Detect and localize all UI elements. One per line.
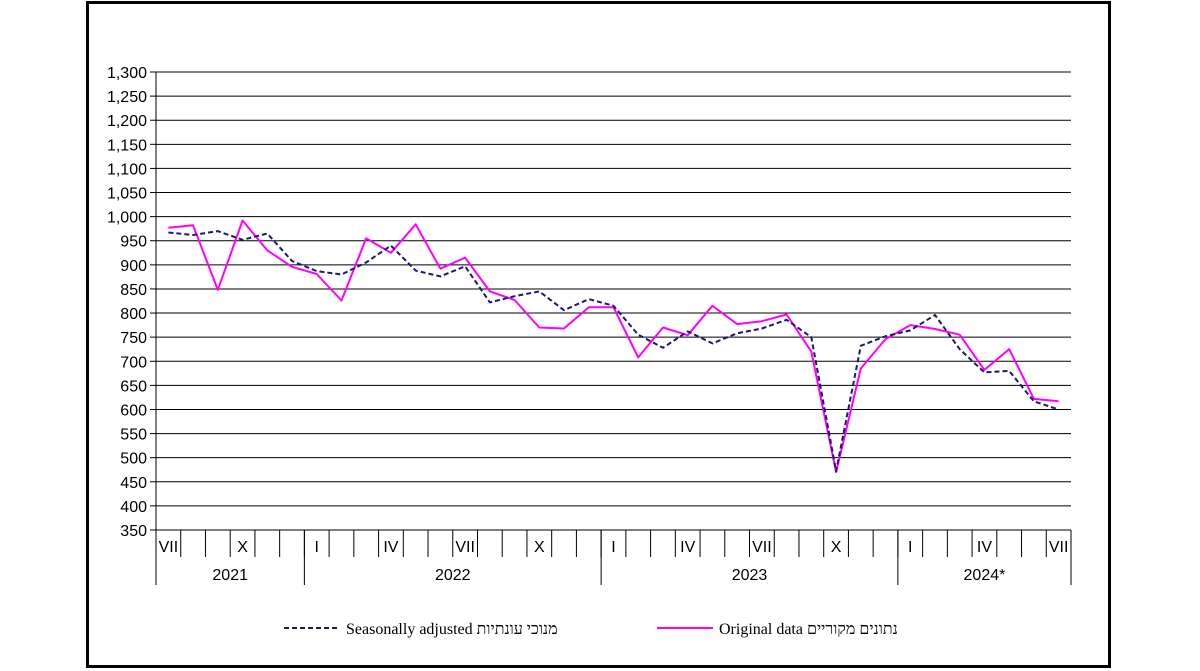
series-lines xyxy=(168,219,1059,474)
legend: Seasonally adjusted מנוכי עונתיות Origin… xyxy=(284,621,898,638)
y-tick-label: 450 xyxy=(120,475,147,492)
y-tick-label: 1,100 xyxy=(107,161,147,178)
x-tick-label: VII xyxy=(752,539,772,556)
legend-label-original-data: Original data נתונים מקוריים xyxy=(719,621,898,638)
year-label: 2022 xyxy=(435,567,471,584)
x-tick-label: X xyxy=(534,539,545,556)
chart-frame xyxy=(86,1,1111,668)
y-tick-label: 700 xyxy=(120,354,147,371)
y-tick-label: 900 xyxy=(120,258,147,275)
x-tick-label: X xyxy=(831,539,842,556)
y-tick-label: 1,050 xyxy=(107,186,147,203)
x-tick-label: VII xyxy=(159,539,179,556)
x-tick-label: IV xyxy=(680,539,695,556)
y-tick-label: 600 xyxy=(120,402,147,419)
gridlines xyxy=(156,71,1071,531)
y-tick-label: 1,150 xyxy=(107,137,147,154)
y-tick-label: 650 xyxy=(120,378,147,395)
y-tick-label: 350 xyxy=(120,523,147,540)
y-tick-label: 1,250 xyxy=(107,89,147,106)
y-tick-label: 500 xyxy=(120,451,147,468)
year-label: 2023 xyxy=(732,567,768,584)
y-tick-label: 1,000 xyxy=(107,210,147,227)
y-axis: 350 400 450 500 550 600 650 700 750 800 850 900 950 1… xyxy=(107,65,157,540)
y-tick-label: 800 xyxy=(120,306,147,323)
y-tick-label: 750 xyxy=(120,330,147,347)
x-tick-label: I xyxy=(908,539,912,556)
x-tick-label: VII xyxy=(1049,539,1069,556)
x-tick-label: I xyxy=(315,539,319,556)
year-label: 2024* xyxy=(964,567,1006,584)
x-tick-label: VII xyxy=(455,539,475,556)
x-tick-label: I xyxy=(611,539,615,556)
series-line-original-data xyxy=(168,219,1059,474)
y-tick-label: 1,200 xyxy=(107,113,147,130)
y-tick-label: 550 xyxy=(120,427,147,444)
x-axis: VII X I IV VII X I IV VII X I IV VII 2021 2022 2023 2024… xyxy=(155,530,1072,585)
legend-label-seasonally-adjusted: Seasonally adjusted מנוכי עונתיות xyxy=(346,621,558,638)
x-tick-label: X xyxy=(237,539,248,556)
y-tick-label: 1,300 xyxy=(107,65,147,82)
x-tick-label: IV xyxy=(977,539,992,556)
year-label: 2021 xyxy=(212,567,248,584)
series-line-seasonally-adjusted xyxy=(168,230,1059,473)
y-tick-label: 850 xyxy=(120,282,147,299)
x-tick-label: IV xyxy=(383,539,398,556)
y-tick-label: 950 xyxy=(120,234,147,251)
y-tick-label: 400 xyxy=(120,499,147,516)
